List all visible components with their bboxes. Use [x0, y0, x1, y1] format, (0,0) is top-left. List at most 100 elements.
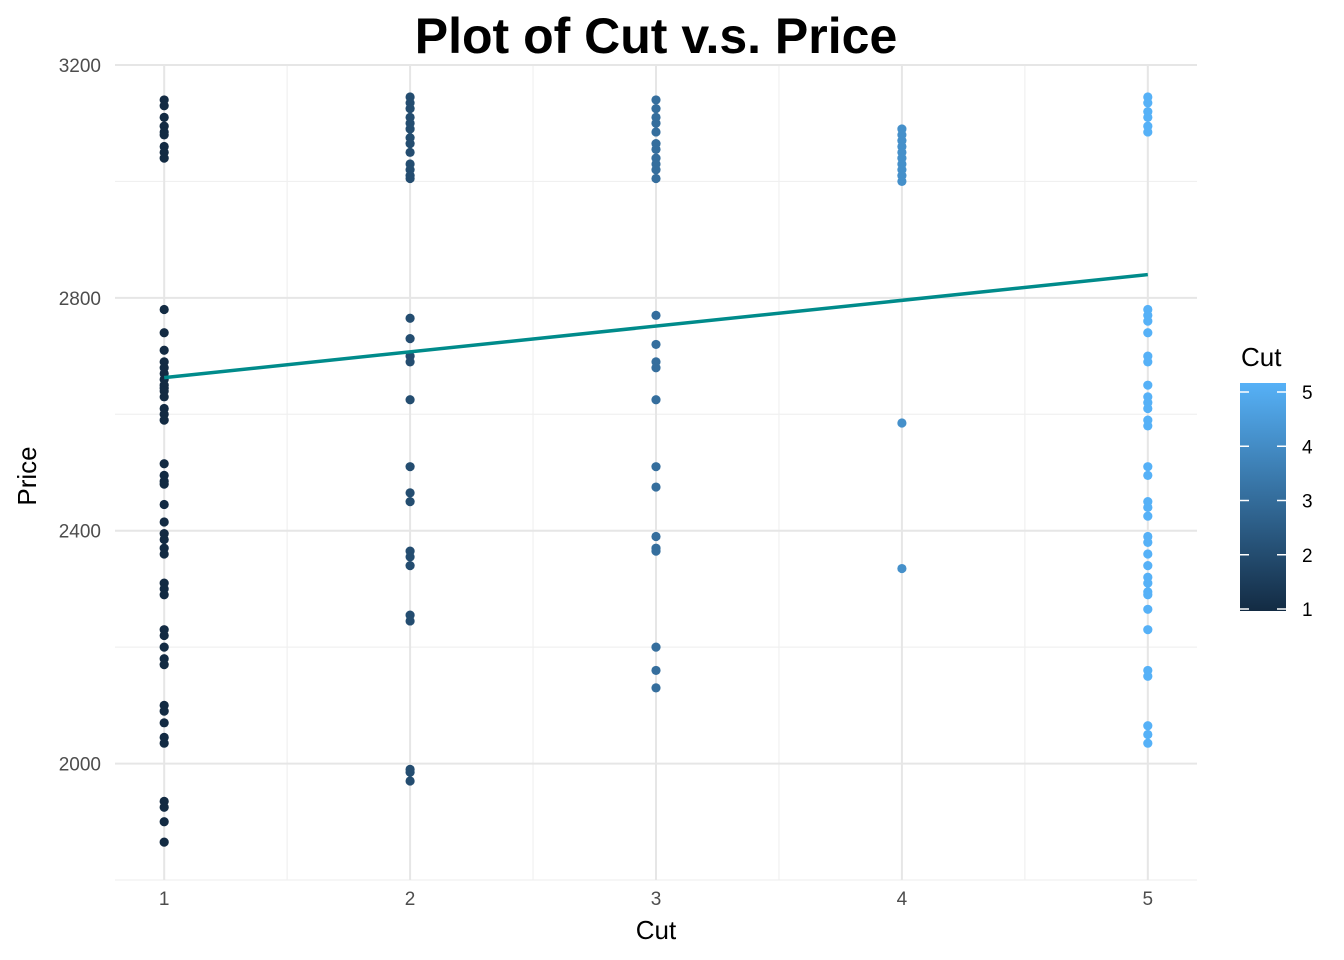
data-point [651, 665, 661, 676]
data-point [159, 153, 169, 163]
legend-ticks: 1 2 3 4 5 [1240, 383, 1313, 621]
data-point [405, 616, 415, 626]
data-point [159, 802, 169, 812]
data-point [1143, 549, 1153, 559]
data-point [159, 660, 169, 670]
data-point [1143, 470, 1153, 481]
y-axis-title: Price [12, 446, 42, 505]
legend-tick-label: 1 [1302, 600, 1313, 621]
data-point [1143, 578, 1153, 588]
data-point [651, 118, 661, 128]
data-point [1143, 112, 1153, 122]
legend: Cut 1 2 3 4 5 [1240, 342, 1313, 621]
data-point [159, 392, 169, 402]
grid [115, 64, 1197, 881]
data-point [651, 144, 661, 155]
data-point [159, 345, 169, 355]
y-tick-label: 2400 [59, 522, 101, 543]
legend-tick-label: 3 [1302, 492, 1313, 513]
trend-line [163, 272, 1149, 380]
data-point [1143, 604, 1153, 614]
data-point [651, 482, 661, 492]
data-point [1143, 590, 1153, 600]
y-tick-label: 3200 [59, 56, 101, 77]
data-point [1143, 462, 1153, 472]
data-point [651, 104, 661, 114]
data-point [405, 561, 415, 571]
x-tick-label: 4 [897, 889, 908, 910]
data-point [405, 124, 415, 134]
data-point [159, 112, 169, 122]
data-point [159, 304, 169, 315]
data-point [159, 534, 169, 545]
data-point [159, 718, 169, 728]
data-point [159, 738, 169, 748]
data-point [159, 630, 169, 641]
data-point [159, 590, 169, 600]
data-point [651, 546, 661, 556]
data-point [1143, 721, 1153, 731]
x-axis-title: Cut [636, 915, 677, 945]
data-point [651, 462, 661, 472]
data-point [405, 497, 415, 507]
data-point [159, 328, 169, 338]
data-point [159, 837, 169, 847]
legend-tick-label: 2 [1302, 546, 1313, 567]
data-point [1143, 625, 1153, 635]
data-point [405, 395, 415, 405]
data-point [1143, 421, 1153, 431]
data-point [1143, 511, 1153, 521]
data-point [159, 459, 169, 469]
data-point [897, 563, 907, 574]
legend-tick-label: 4 [1302, 437, 1313, 458]
data-point [159, 642, 169, 652]
legend-title: Cut [1241, 342, 1282, 372]
x-tick-label: 1 [159, 889, 170, 910]
data-point [1143, 561, 1153, 571]
chart-title: Plot of Cut v.s. Price [415, 8, 898, 64]
data-point [1143, 537, 1153, 547]
x-axis-ticks: 1 2 3 4 5 [159, 889, 1153, 910]
data-point [1143, 671, 1153, 681]
data-point [159, 415, 169, 425]
trend-line-group [163, 272, 1149, 380]
data-point [651, 127, 661, 137]
data-point [405, 776, 415, 786]
data-point [159, 499, 169, 510]
data-point [405, 334, 415, 344]
data-point [651, 95, 661, 105]
data-point [159, 130, 169, 140]
data-point [405, 357, 415, 367]
legend-tick-label: 5 [1302, 383, 1313, 404]
y-axis-ticks: 2000 2400 2800 3200 [59, 56, 101, 776]
data-point [1143, 98, 1153, 108]
data-point [651, 339, 661, 350]
data-point [405, 488, 415, 498]
data-point [405, 173, 415, 184]
x-tick-label: 2 [405, 889, 416, 910]
data-points [159, 92, 1153, 847]
data-point [405, 147, 415, 157]
data-point [1143, 738, 1153, 748]
data-point [1143, 127, 1153, 137]
data-point [651, 310, 661, 320]
data-point [651, 683, 661, 693]
y-tick-label: 2800 [59, 289, 101, 310]
data-point [405, 767, 415, 777]
data-point [1143, 380, 1153, 390]
data-point [159, 479, 169, 489]
data-point [1143, 403, 1153, 414]
data-point [651, 173, 661, 184]
data-point [651, 642, 661, 652]
data-point [405, 313, 415, 323]
data-point [651, 165, 661, 175]
x-tick-label: 5 [1143, 889, 1154, 910]
data-point [651, 395, 661, 405]
data-point [159, 549, 169, 559]
data-point [897, 418, 907, 428]
data-point [405, 138, 415, 149]
data-point [405, 104, 415, 114]
data-point [1143, 316, 1153, 326]
data-point [651, 531, 661, 542]
